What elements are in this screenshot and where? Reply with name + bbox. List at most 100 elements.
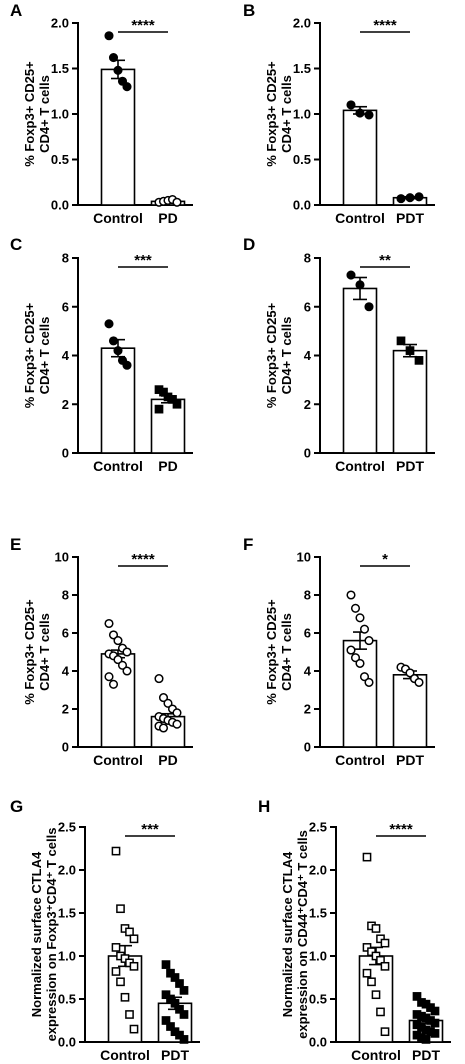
- data-point: [367, 977, 376, 987]
- data-point: [172, 197, 182, 207]
- y-tick-label: 6: [304, 299, 311, 314]
- bar-control: [342, 109, 378, 206]
- category-label: Control: [93, 752, 143, 768]
- y-tick-label: 8: [62, 588, 69, 603]
- y-tick-label: 0.0: [293, 198, 311, 213]
- data-point: [405, 193, 415, 203]
- data-point: [412, 992, 422, 1001]
- panel-letter: B: [243, 1, 255, 20]
- data-point: [159, 387, 168, 397]
- data-point: [175, 1004, 184, 1014]
- data-point: [430, 1006, 440, 1016]
- y-axis-label-line: expression on Foxp3⁺CD4⁺ T cells: [44, 828, 59, 1042]
- y-axis-label-line: Normalized surface CTLA4: [29, 851, 44, 1017]
- panel-e: E 0 2 4 6 8 10 % Foxp3+ CD25+CD4+ T cells Contro…: [10, 535, 193, 768]
- data-point: [396, 194, 406, 204]
- data-point: [362, 968, 372, 978]
- category-label: PDT: [412, 1047, 440, 1063]
- data-point: [122, 360, 132, 370]
- y-axis-label: % Foxp3+ CD25+CD4+ T cells: [22, 61, 52, 167]
- panel-letter: D: [243, 235, 255, 254]
- data-point: [172, 399, 182, 409]
- data-point: [179, 1010, 189, 1019]
- data-point: [108, 336, 119, 346]
- y-tick-label: 2: [304, 397, 311, 412]
- y-tick-label: 8: [304, 588, 311, 603]
- data-point: [129, 1024, 139, 1034]
- data-point: [104, 319, 114, 329]
- category-label: PDT: [161, 1047, 189, 1063]
- data-point: [364, 636, 374, 646]
- y-tick-label: 4: [304, 664, 312, 679]
- y-axis-label-line: Normalized surface CTLA4: [280, 851, 295, 1017]
- y-axis-label: % Foxp3+ CD25+CD4+ T cells: [264, 599, 294, 705]
- y-tick-label: 0: [62, 740, 69, 755]
- y-tick-label: 2.5: [309, 820, 327, 835]
- y-axis-label-line: % Foxp3+ CD25+: [22, 599, 37, 705]
- data-point: [122, 666, 132, 676]
- category-label: Control: [93, 210, 143, 226]
- data-point: [396, 336, 406, 346]
- data-point: [359, 672, 370, 682]
- data-point: [104, 618, 114, 629]
- category-label: PD: [158, 210, 177, 226]
- bar-pdt: [392, 673, 428, 748]
- data-point: [113, 346, 123, 356]
- data-point: [108, 630, 119, 640]
- bar-control: [342, 639, 378, 748]
- data-point: [380, 938, 390, 948]
- y-axis-label: Normalized surface CTLA4expression on Fo…: [29, 828, 59, 1042]
- y-axis-label-line: CD4+ T cells: [279, 317, 294, 395]
- data-point: [129, 934, 139, 944]
- category-label: Control: [335, 458, 385, 474]
- data-point: [117, 660, 128, 670]
- significance-label: ***: [134, 252, 152, 269]
- y-axis-label-line: CD4+ T cells: [37, 75, 52, 153]
- y-tick-label: 1.5: [309, 906, 327, 921]
- data-point: [355, 613, 365, 623]
- data-point: [380, 961, 390, 971]
- significance-label: ****: [131, 551, 155, 568]
- y-axis-label-line: % Foxp3+ CD25+: [22, 302, 37, 408]
- y-tick-label: 0.0: [58, 1035, 76, 1050]
- data-point: [168, 395, 177, 404]
- data-point: [170, 998, 180, 1008]
- data-point: [179, 986, 189, 995]
- y-axis-label: % Foxp3+ CD25+CD4+ T cells: [22, 302, 52, 408]
- y-tick-label: 1.0: [309, 949, 327, 964]
- data-point: [111, 967, 121, 976]
- y-tick-label: 2.0: [51, 16, 69, 31]
- data-point: [111, 943, 121, 952]
- data-point: [179, 1035, 189, 1044]
- data-point: [122, 647, 132, 657]
- data-point: [350, 653, 361, 663]
- data-point: [129, 961, 139, 971]
- data-point: [172, 719, 182, 729]
- y-axis-label: Normalized surface CTLA4expression on CD…: [280, 830, 310, 1039]
- y-axis-label-line: CD4+ T cells: [279, 613, 294, 691]
- panel-letter: C: [10, 235, 22, 254]
- data-point: [108, 679, 119, 689]
- significance-label: ****: [131, 17, 155, 34]
- y-tick-label: 0.5: [293, 152, 311, 167]
- y-tick-label: 1.0: [51, 107, 69, 122]
- data-point: [163, 698, 173, 708]
- category-label: Control: [100, 1047, 150, 1063]
- y-tick-label: 0.0: [309, 1035, 327, 1050]
- y-tick-label: 2: [62, 702, 69, 717]
- panel-b: B 0.0 0.5 1.0 1.5 2.0 % Foxp3+ CD25+CD4+ T cel…: [243, 1, 435, 226]
- data-point: [154, 674, 164, 684]
- data-point: [371, 924, 381, 933]
- y-tick-label: 2.5: [58, 820, 76, 835]
- data-point: [108, 53, 119, 63]
- data-point: [380, 1027, 390, 1037]
- bar-control: [342, 287, 378, 454]
- panel-d: D 0 2 4 6 8 % Foxp3+ CD25+CD4+ T cells Control P…: [243, 235, 435, 474]
- data-point: [376, 955, 385, 965]
- data-point: [175, 979, 184, 988]
- data-point: [113, 65, 123, 75]
- data-point: [364, 677, 374, 687]
- y-axis-label-line: CD4+ T cells: [279, 75, 294, 153]
- y-tick-label: 2.0: [58, 863, 76, 878]
